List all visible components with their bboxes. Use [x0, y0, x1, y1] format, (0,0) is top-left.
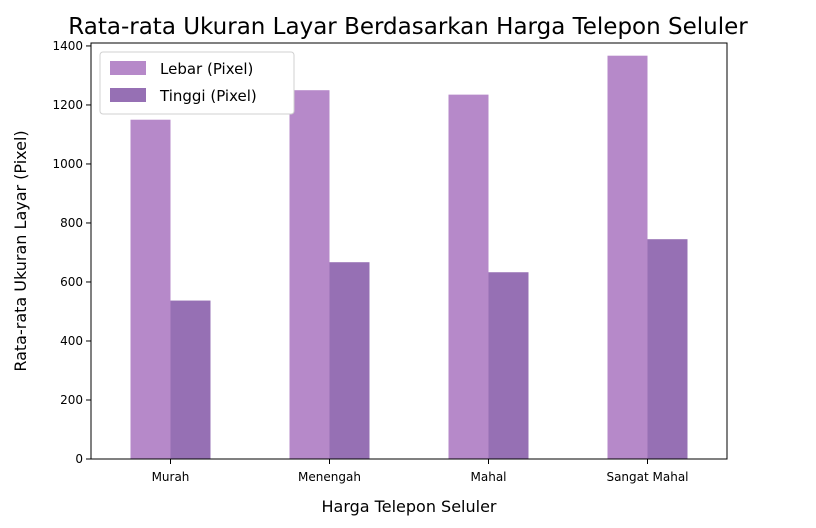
x-axis-label: Harga Telepon Seluler	[322, 497, 497, 516]
y-tick-label: 200	[60, 393, 83, 407]
bar-lebar-murah	[130, 119, 171, 459]
legend-swatch-lebar	[110, 61, 146, 75]
legend-label-tinggi: Tinggi (Pixel)	[159, 87, 257, 105]
chart-title: Rata-rata Ukuran Layar Berdasarkan Harga…	[68, 14, 748, 40]
plot-frame	[90, 42, 728, 460]
y-tick-label: 600	[60, 275, 83, 289]
legend-label-lebar: Lebar (Pixel)	[160, 60, 253, 78]
bar-tinggi-murah	[170, 300, 211, 459]
x-tick-label: Mahal	[471, 470, 507, 484]
bar-lebar-sangat-mahal	[607, 55, 648, 459]
bar-lebar-menengah	[289, 90, 330, 459]
legend-box	[99, 51, 295, 115]
y-tick-label: 0	[75, 452, 83, 466]
y-tick-label: 400	[60, 334, 83, 348]
x-tick-label: Menengah	[298, 470, 361, 484]
x-tick-label: Sangat Mahal	[606, 470, 688, 484]
y-axis-label: Rata-rata Ukuran Layar (Pixel)	[11, 130, 30, 371]
legend-swatch-tinggi	[110, 88, 146, 102]
legend: Lebar (Pixel) Tinggi (Pixel)	[99, 51, 295, 115]
bar-lebar-mahal	[448, 94, 489, 460]
y-tick-label: 1400	[52, 39, 83, 53]
bar-tinggi-sangat-mahal	[647, 239, 688, 459]
x-tick-label: Murah	[152, 470, 190, 484]
bar-tinggi-mahal	[488, 272, 529, 459]
y-tick-label: 1200	[52, 98, 83, 112]
bar-tinggi-menengah	[329, 262, 370, 459]
y-tick-label: 800	[60, 216, 83, 230]
y-tick-label: 1000	[52, 157, 83, 171]
